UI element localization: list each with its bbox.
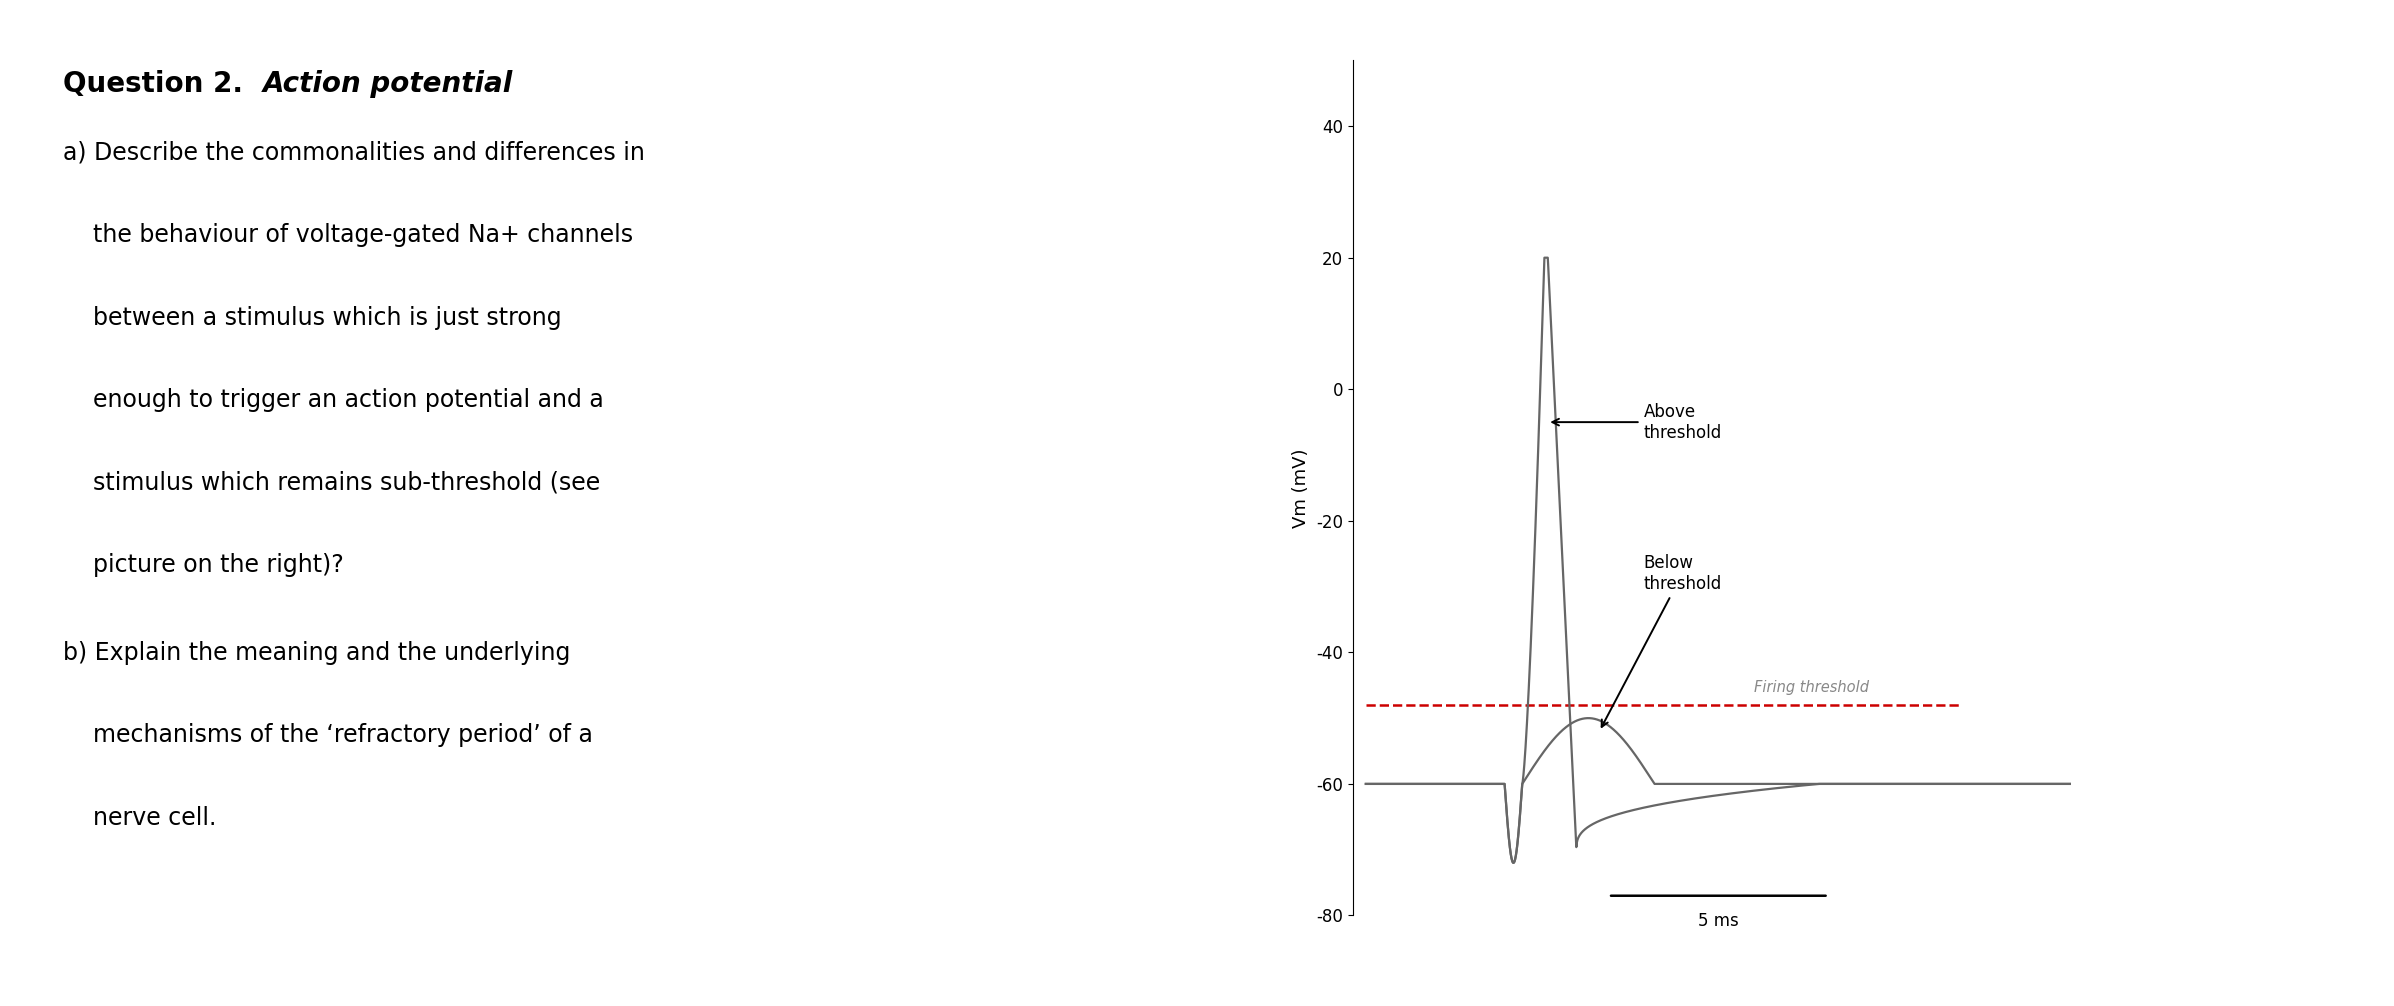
Text: Above
threshold: Above threshold: [1551, 402, 1721, 442]
Y-axis label: Vm (mV): Vm (mV): [1293, 448, 1310, 528]
Text: the behaviour of voltage-gated Na+ channels: the behaviour of voltage-gated Na+ chann…: [62, 223, 632, 247]
Text: Firing threshold: Firing threshold: [1752, 680, 1870, 695]
Text: b) Explain the meaning and the underlying: b) Explain the meaning and the underlyin…: [62, 641, 570, 665]
Text: 5 ms: 5 ms: [1697, 912, 1738, 931]
Text: Question 2.: Question 2.: [62, 70, 251, 99]
Text: picture on the right)?: picture on the right)?: [62, 553, 342, 577]
Text: stimulus which remains sub-threshold (see: stimulus which remains sub-threshold (se…: [62, 471, 601, 495]
Text: between a stimulus which is just strong: between a stimulus which is just strong: [62, 306, 560, 330]
Text: Action potential: Action potential: [263, 70, 512, 99]
Text: a) Describe the commonalities and differences in: a) Describe the commonalities and differ…: [62, 141, 644, 165]
Text: mechanisms of the ‘refractory period’ of a: mechanisms of the ‘refractory period’ of…: [62, 723, 594, 747]
Text: nerve cell.: nerve cell.: [62, 806, 215, 830]
Text: Below
threshold: Below threshold: [1602, 554, 1721, 727]
Text: enough to trigger an action potential and a: enough to trigger an action potential an…: [62, 388, 603, 412]
